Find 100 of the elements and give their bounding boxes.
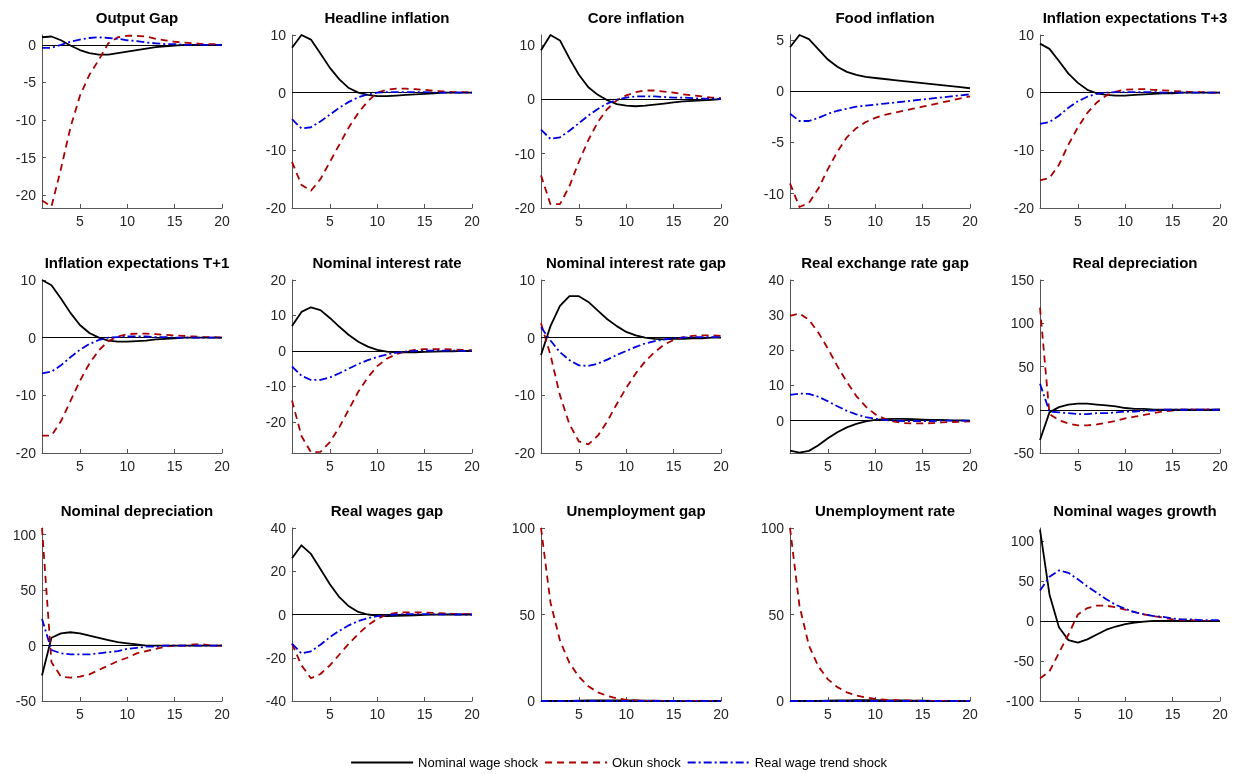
y-tick-label: 20 (270, 563, 287, 580)
chart-title: Headline inflation (324, 9, 450, 26)
x-tick-label: 5 (76, 458, 84, 474)
x-tick-label: 10 (618, 213, 635, 229)
x-tick-label: 5 (76, 706, 84, 722)
x-tick-label: 10 (867, 458, 884, 474)
x-tick-label: 5 (575, 213, 583, 229)
y-tick-label: 0 (28, 36, 37, 53)
y-tick-label: 10 (768, 377, 785, 394)
x-tick-label: 15 (166, 458, 183, 474)
chart-title: Inflation expectations T+3 (1042, 9, 1228, 26)
x-tick-label: 5 (824, 706, 832, 722)
legend-label: Real wage trend shock (754, 755, 888, 770)
y-tick-label: -10 (15, 112, 37, 128)
y-tick-label: -10 (1013, 142, 1035, 159)
y-tick-label: -10 (15, 387, 37, 404)
x-tick-label: 10 (369, 458, 386, 474)
x-tick-label: 5 (1074, 213, 1082, 229)
y-tick-label: 0 (278, 84, 287, 101)
chart-title: Real wages gap (330, 502, 444, 519)
x-tick-label: 20 (713, 213, 729, 229)
x-tick-label: 5 (326, 213, 334, 229)
y-tick-label: 10 (270, 307, 287, 324)
x-tick-label: 10 (1117, 458, 1134, 474)
x-tick-label: 5 (1074, 458, 1082, 474)
y-tick-label: 5 (776, 32, 785, 49)
y-tick-label: 0 (527, 91, 536, 108)
x-tick-label: 20 (713, 458, 729, 474)
x-tick-label: 10 (369, 213, 386, 229)
legend-label: Nominal wage shock (418, 755, 539, 770)
y-tick-label: -5 (771, 134, 785, 151)
y-tick-label: 50 (20, 582, 37, 599)
x-tick-label: 15 (665, 706, 682, 722)
chart-title: Nominal interest rate (312, 254, 462, 271)
x-tick-label: 5 (575, 706, 583, 722)
y-tick-label: -20 (15, 445, 37, 461)
x-tick-label: 20 (962, 213, 978, 229)
x-tick-label: 20 (214, 458, 230, 474)
x-tick-label: 15 (416, 458, 433, 474)
y-tick-label: 30 (768, 307, 785, 324)
chart-title: Output Gap (95, 9, 179, 26)
y-tick-label: 0 (28, 637, 37, 654)
x-tick-label: 20 (464, 213, 480, 229)
x-tick-label: 10 (618, 706, 635, 722)
x-tick-label: 20 (214, 706, 230, 722)
y-tick-label: -20 (514, 445, 536, 461)
x-tick-label: 15 (166, 706, 183, 722)
y-tick-label: -20 (265, 649, 287, 666)
chart-title: Unemployment rate (814, 502, 956, 519)
y-tick-label: 10 (519, 36, 536, 53)
y-tick-label: -50 (1013, 652, 1035, 669)
x-tick-label: 10 (867, 706, 884, 722)
y-tick-label: 0 (1026, 612, 1035, 629)
y-tick-label: 50 (1018, 572, 1035, 589)
x-tick-label: 15 (1164, 706, 1181, 722)
x-tick-label: 15 (1164, 213, 1181, 229)
y-tick-label: -100 (1005, 693, 1035, 709)
x-tick-label: 10 (867, 213, 884, 229)
y-tick-label: 100 (1010, 532, 1035, 549)
x-tick-label: 5 (824, 458, 832, 474)
y-tick-label: 20 (768, 342, 785, 359)
x-tick-label: 20 (1212, 706, 1228, 722)
x-tick-label: 10 (1117, 706, 1134, 722)
x-tick-label: 15 (416, 706, 433, 722)
x-tick-label: 10 (1117, 213, 1134, 229)
x-tick-label: 20 (1212, 458, 1228, 474)
line-series (789, 93, 971, 122)
y-tick-label: -20 (265, 200, 287, 216)
x-tick-label: 5 (824, 213, 832, 229)
x-tick-label: 20 (1212, 213, 1228, 229)
x-tick-label: 15 (1164, 458, 1181, 474)
y-tick-label: 50 (768, 606, 785, 623)
y-tick-label: -10 (265, 378, 287, 395)
x-tick-label: 20 (962, 706, 978, 722)
y-tick-label: -20 (1013, 200, 1035, 216)
x-tick-label: 15 (416, 213, 433, 229)
x-tick-label: 20 (464, 458, 480, 474)
y-tick-label: 100 (1010, 315, 1035, 332)
chart-title: Food inflation (835, 9, 935, 26)
y-tick-label: 0 (527, 693, 536, 709)
x-tick-label: 10 (618, 458, 635, 474)
y-tick-label: 10 (1018, 27, 1035, 43)
y-tick-label: -10 (514, 145, 536, 162)
x-tick-label: 10 (119, 458, 136, 474)
y-tick-label: -10 (763, 185, 785, 202)
x-tick-label: 20 (713, 706, 729, 722)
y-tick-label: -5 (23, 74, 37, 91)
x-tick-label: 20 (214, 213, 230, 229)
chart-title: Core inflation (587, 9, 685, 26)
x-tick-label: 10 (119, 706, 136, 722)
y-tick-label: 50 (1018, 358, 1035, 375)
y-tick-label: 10 (20, 272, 37, 288)
y-tick-label: 20 (270, 272, 287, 288)
y-tick-label: -20 (265, 413, 287, 430)
y-tick-label: -50 (15, 693, 37, 709)
y-tick-label: 100 (12, 526, 37, 543)
y-tick-label: 10 (270, 27, 287, 43)
x-tick-label: 5 (575, 458, 583, 474)
chart-title: Nominal wages growth (1053, 502, 1217, 519)
y-tick-label: 0 (278, 606, 287, 623)
